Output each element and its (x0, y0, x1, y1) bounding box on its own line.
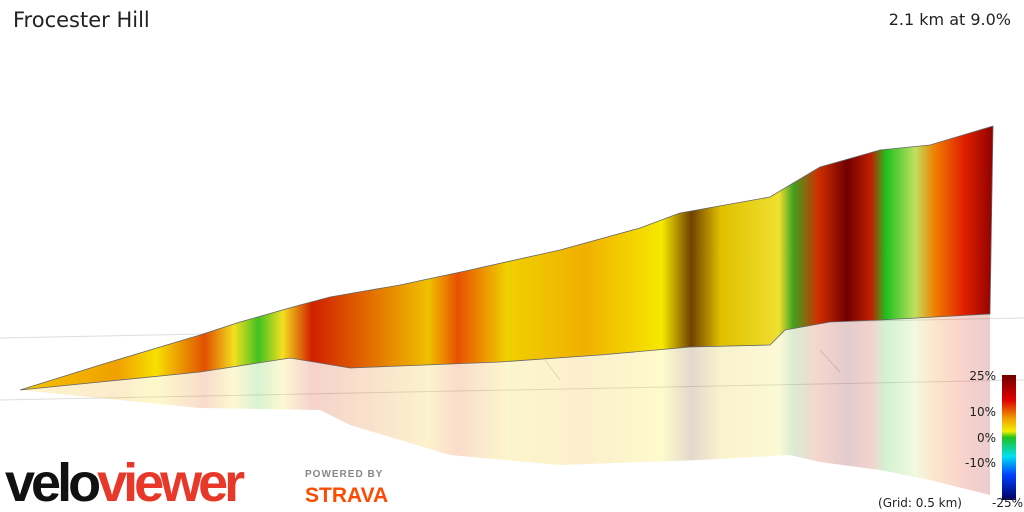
profile-reflection (20, 314, 990, 495)
veloviewer-logo: veloviewer (5, 453, 245, 512)
logo-viewer: viewer (97, 453, 245, 512)
strava-logo: STRAVA (305, 484, 388, 507)
grid-note: (Grid: 0.5 km) (878, 496, 962, 510)
powered-by: POWERED BY (305, 469, 383, 480)
legend-label: 0% (977, 431, 996, 445)
legend-label: 25% (969, 369, 996, 383)
gradient-colorbar (1002, 375, 1016, 500)
segment-summary: 2.1 km at 9.0% (889, 10, 1011, 29)
legend-label: -10% (965, 456, 996, 470)
legend-label: 10% (969, 405, 996, 419)
profile-wall (19, 125, 994, 391)
legend-label: -25% (992, 496, 1023, 510)
logo-velo: velo (5, 453, 99, 512)
segment-title: Frocester Hill (13, 8, 150, 32)
